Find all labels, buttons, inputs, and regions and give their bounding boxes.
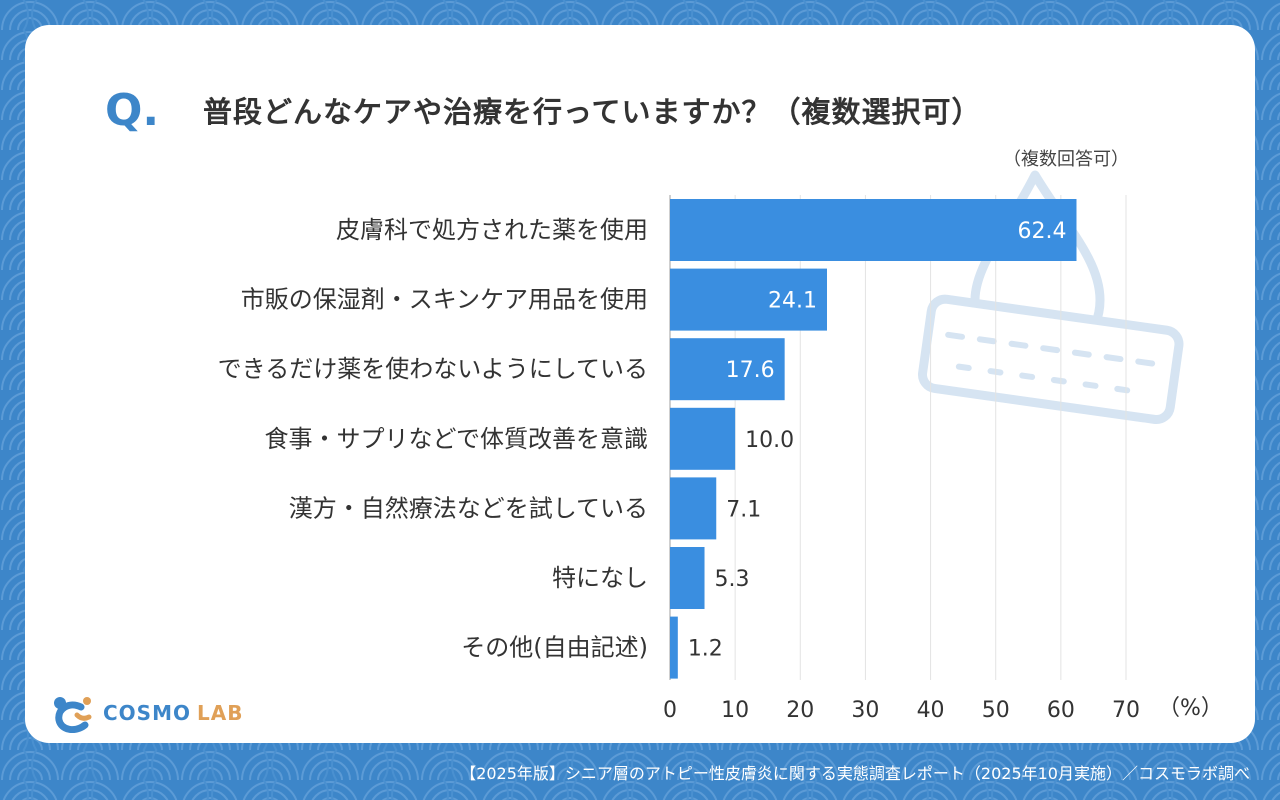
value-label: 5.3 bbox=[715, 567, 750, 592]
chart-card: Q. 普段どんなケアや治療を行っていますか？（複数選択可） （複数回答可） 皮膚… bbox=[25, 25, 1255, 743]
value-label: 24.1 bbox=[768, 289, 817, 314]
value-label: 7.1 bbox=[726, 497, 761, 522]
bar bbox=[670, 338, 785, 401]
bar-chart: 皮膚科で処方された薬を使用市販の保湿剤・スキンケア用品を使用できるだけ薬を使わな… bbox=[218, 195, 1223, 723]
category-labels: 皮膚科で処方された薬を使用市販の保湿剤・スキンケア用品を使用できるだけ薬を使わな… bbox=[218, 216, 648, 662]
cosmo-lab-logo: COSMO LAB bbox=[51, 693, 243, 733]
category-label: 皮膚科で処方された薬を使用 bbox=[336, 216, 648, 244]
category-label: できるだけ薬を使わないようにしている bbox=[218, 355, 648, 383]
logo-suffix: LAB bbox=[197, 701, 244, 725]
value-labels: 62.4 24.1 17.6 10.0 7.1 5.3 1.2 bbox=[688, 219, 1067, 662]
x-axis-ticks: 0 10 20 30 40 50 60 70 （%） bbox=[663, 696, 1223, 723]
category-label: 市販の保湿剤・スキンケア用品を使用 bbox=[241, 286, 648, 314]
x-tick-label: 20 bbox=[786, 698, 814, 723]
x-unit-label: （%） bbox=[1158, 696, 1223, 721]
value-label: 1.2 bbox=[688, 637, 723, 662]
value-label: 10.0 bbox=[745, 428, 794, 453]
category-label: その他(自由記述) bbox=[461, 634, 648, 662]
bar bbox=[670, 477, 717, 540]
category-label: 特になし bbox=[552, 564, 648, 592]
bars bbox=[670, 199, 1077, 679]
value-label: 17.6 bbox=[726, 358, 775, 383]
x-tick-label: 0 bbox=[663, 698, 677, 723]
question-title: 普段どんなケアや治療を行っていますか？（複数選択可） bbox=[203, 95, 982, 129]
logo-name: COSMO bbox=[103, 701, 191, 725]
bar bbox=[670, 407, 736, 470]
source-footer: 【2025年版】シニア層のアトピー性皮膚炎に関する実態調査レポート（2025年1… bbox=[460, 764, 1250, 783]
grid-lines bbox=[669, 195, 1127, 680]
x-tick-label: 60 bbox=[1047, 698, 1075, 723]
bar bbox=[670, 268, 827, 331]
bar bbox=[670, 199, 1077, 261]
value-label: 62.4 bbox=[1018, 219, 1067, 244]
x-tick-label: 40 bbox=[917, 698, 945, 723]
bar bbox=[670, 547, 705, 609]
x-tick-label: 50 bbox=[982, 698, 1010, 723]
category-label: 漢方・自然療法などを試している bbox=[289, 494, 648, 522]
x-tick-label: 30 bbox=[851, 698, 879, 723]
category-label: 食事・サプリなどで体質改善を意識 bbox=[264, 425, 648, 453]
bar bbox=[670, 616, 678, 679]
question-mark-label: Q. bbox=[105, 85, 160, 136]
x-tick-label: 70 bbox=[1112, 698, 1140, 723]
x-tick-label: 10 bbox=[721, 698, 749, 723]
cosmo-lab-logo-mark-icon bbox=[54, 697, 92, 733]
multiple-answer-note: （複数回答可） bbox=[1003, 149, 1129, 170]
